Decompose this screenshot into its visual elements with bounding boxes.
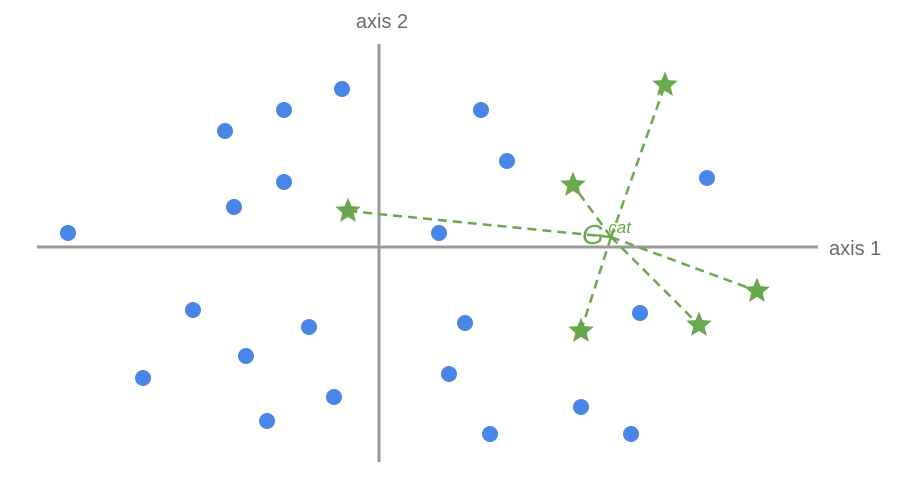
dot-point [217, 123, 233, 139]
star-point [652, 71, 678, 96]
connector-line [609, 84, 667, 238]
connector-line [579, 236, 613, 332]
dot-point [326, 389, 342, 405]
dot-point [135, 370, 151, 386]
connector-line [610, 236, 700, 326]
dot-point [623, 426, 639, 442]
centroid-connectors [347, 84, 758, 332]
dot-point [276, 102, 292, 118]
star-point [568, 317, 594, 342]
x-axis-label: axis 1 [829, 238, 881, 260]
dot-point [441, 366, 457, 382]
dot-point [334, 81, 350, 97]
centroid-label-superscript: cat [608, 218, 632, 237]
dot-point [473, 102, 489, 118]
dot-point [699, 170, 715, 186]
star-point [335, 197, 361, 222]
dot-point [226, 199, 242, 215]
dot-point [499, 153, 515, 169]
dot-point [238, 348, 254, 364]
star-points [335, 71, 770, 342]
dot-point [276, 174, 292, 190]
dot-points [60, 81, 715, 442]
dot-point [457, 315, 473, 331]
dot-point [301, 319, 317, 335]
dot-point [60, 225, 76, 241]
centroid-label: G cat [582, 218, 632, 250]
dot-point [573, 399, 589, 415]
connector-line [347, 209, 612, 239]
star-point [686, 311, 712, 336]
dot-point [185, 302, 201, 318]
centroid-label-main: G [582, 219, 604, 250]
dot-point [632, 305, 648, 321]
dot-point [482, 426, 498, 442]
dot-point [259, 413, 275, 429]
connector-line [610, 235, 758, 293]
star-point [560, 171, 586, 196]
star-point [744, 277, 770, 302]
dot-point [431, 225, 447, 241]
y-axis-label: axis 2 [356, 11, 408, 33]
